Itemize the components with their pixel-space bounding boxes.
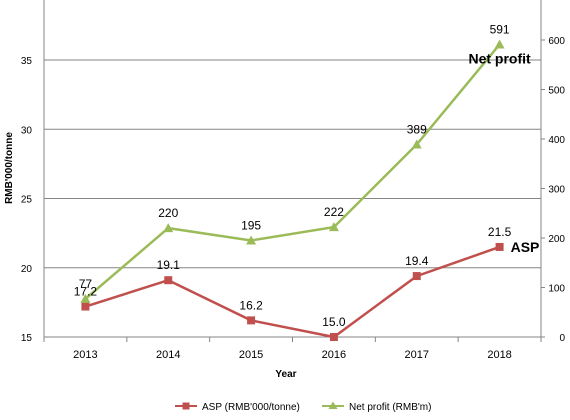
gridlines [44,59,541,269]
x-tick-label: 2018 [487,349,511,361]
y2-tick-label: 600 [548,36,565,47]
net-profit-data-label: 77 [79,277,93,291]
asp-data-label: 17.2 [74,285,98,299]
y-tick-label: 15 [21,333,33,344]
y2-tick-label: 200 [548,234,565,245]
net-profit-point [163,223,174,233]
net-profit-data-label: 195 [241,218,261,232]
y2-tick-label: 100 [548,284,565,295]
legend-item-asp: ASP (RMB'000/tonne) [175,402,300,413]
asp-annotation: ASP [511,239,540,255]
y-tick-label: 20 [21,264,33,275]
net-profit-data-label: 389 [407,122,427,136]
y-tick-label: 35 [21,56,33,67]
x-axis-title: Year [275,369,296,380]
legend-net-profit-marker [328,401,338,409]
asp-point [164,276,173,285]
net-profit-point [494,39,505,49]
asp-data-label: 15.0 [322,315,346,329]
y-tick-label: 25 [21,195,33,206]
net-profit-point [328,222,339,232]
net-profit-line [84,43,501,300]
asp-point [247,316,256,325]
net-profit-point [246,235,257,245]
net-profit-data-label: 222 [324,205,344,219]
net-profit-annotation: Net profit [468,50,531,66]
asp-line [85,245,500,339]
asp-data-label: 19.1 [157,258,181,272]
series-layer [80,39,505,341]
asp-data-label: 16.2 [239,298,263,312]
net-profit-point [411,139,422,149]
y2-tick-labels: 0 100 200 300 400 500 600 [541,36,565,344]
data-label-layer: 17.2 19.1 16.2 15.0 19.4 21.5 77 220 195 222 389 59… [74,22,512,329]
y-axis-title: RMB'000/tonne [4,132,15,204]
asp-data-label: 21.5 [488,225,512,239]
asp-point [81,302,90,311]
legend: ASP (RMB'000/tonne) Net profit (RMB'm) [175,401,431,413]
y-tick-labels: 15 20 25 30 35 [21,56,33,344]
legend-item-net-profit: Net profit (RMB'm) [322,401,431,413]
y2-tick-label: 300 [548,185,565,196]
asp-point [412,272,421,281]
y-tick-label: 30 [21,125,33,136]
y2-tick-label: 400 [548,135,565,146]
x-tick-label: 2014 [156,349,180,361]
x-tick-labels: 2013 2014 2015 2016 2017 2018 [73,349,512,361]
y2-tick-label: 0 [559,333,565,344]
net-profit-data-label: 220 [158,206,178,220]
asp-data-label: 19.4 [405,254,429,268]
net-profit-point [80,293,91,303]
x-tick-label: 2017 [405,349,429,361]
x-tick-label: 2015 [239,349,263,361]
legend-net-profit-label: Net profit (RMB'm) [349,402,431,413]
legend-asp-marker [182,402,190,410]
y2-tick-label: 500 [548,86,565,97]
legend-asp-label: ASP (RMB'000/tonne) [202,402,300,413]
annotation-layer: ASP Net profit [468,50,539,255]
net-profit-data-label: 591 [490,22,510,36]
x-tick-marks [43,337,542,342]
asp-point [329,333,338,341]
x-tick-label: 2016 [322,349,346,361]
asp-point [495,242,504,251]
x-tick-label: 2013 [73,349,97,361]
